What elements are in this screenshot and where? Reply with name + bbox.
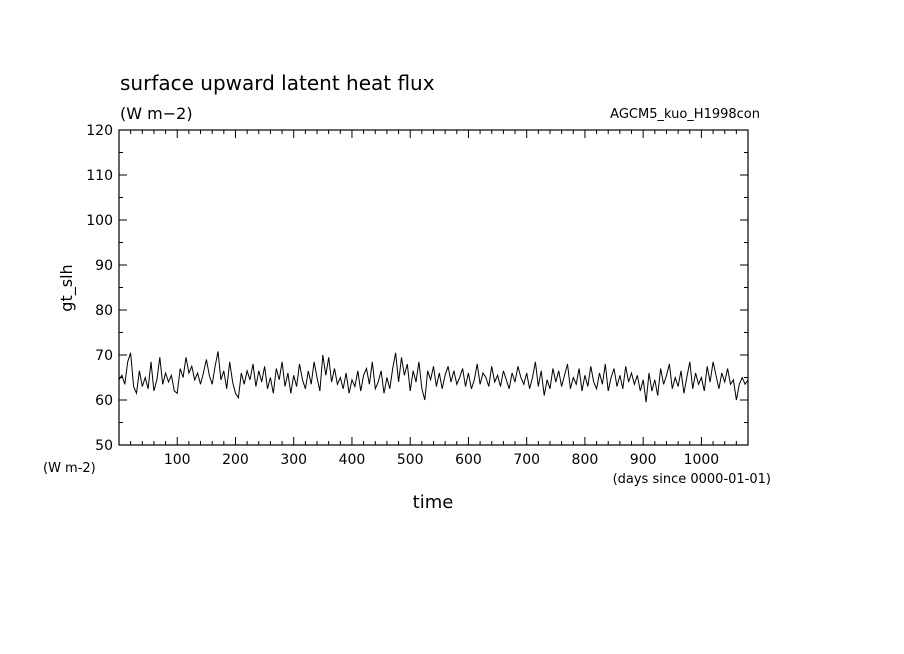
y-tick-label: 80 [95, 303, 113, 319]
x-axis-tick-labels: 100 200 300 400 500 600 700 800 900 1000 [164, 452, 719, 468]
x-tick-label: 300 [280, 452, 307, 468]
y-tick-label: 50 [95, 438, 113, 454]
chart-subtitle: (W m−2) [120, 104, 193, 123]
y-axis-tick-labels: 50 60 70 80 90 100 110 120 [86, 123, 113, 454]
x-tick-label: 700 [513, 452, 540, 468]
x-tick-label: 1000 [684, 452, 720, 468]
y-axis-unit: (W m-2) [43, 461, 96, 476]
x-axis-label: time [413, 492, 454, 513]
y-tick-label: 110 [86, 168, 113, 184]
y-tick-label: 120 [86, 123, 113, 139]
series-line-gt-slh [118, 351, 749, 403]
x-tick-label: 100 [164, 452, 191, 468]
x-tick-label: 500 [397, 452, 424, 468]
y-tick-label: 60 [95, 393, 113, 409]
y-tick-label: 90 [95, 258, 113, 274]
x-tick-label: 400 [339, 452, 366, 468]
y-axis-label: gt_slh [57, 264, 77, 311]
y-axis-ticks [119, 129, 748, 446]
chart-title: surface upward latent heat flux [120, 71, 435, 95]
x-tick-label: 200 [222, 452, 249, 468]
run-label: AGCM5_kuo_H1998con [610, 107, 760, 122]
x-tick-label: 900 [630, 452, 657, 468]
x-tick-label: 600 [455, 452, 482, 468]
plot-frame [118, 129, 749, 446]
x-tick-label: 800 [572, 452, 599, 468]
y-tick-label: 70 [95, 348, 113, 364]
y-tick-label: 100 [86, 213, 113, 229]
x-axis-ticks [130, 130, 737, 445]
x-axis-unit: (days since 0000-01-01) [613, 472, 771, 487]
